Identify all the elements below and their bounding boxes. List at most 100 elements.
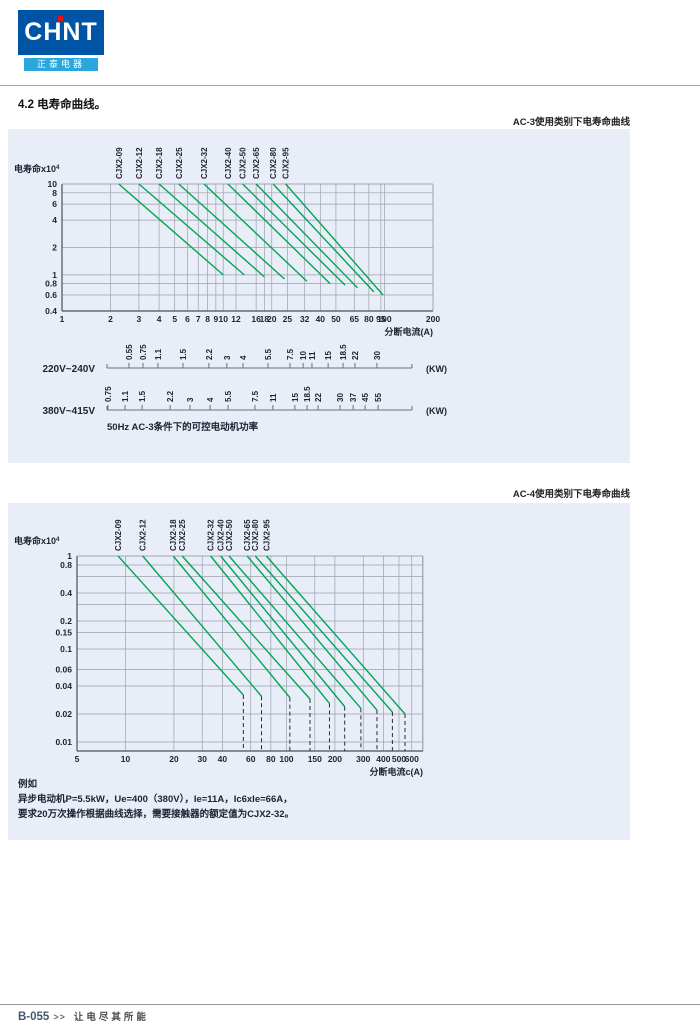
x-tick-label: 5 — [172, 314, 177, 324]
x-tick-label: 500 — [392, 754, 406, 764]
curve-label-CJX2-18: CJX2-18 — [155, 147, 164, 179]
power-scale-tick-label: 7.5 — [286, 348, 295, 360]
power-scale-tick-label: 1.1 — [154, 348, 163, 360]
curve-label-CJX2-80: CJX2-80 — [269, 147, 278, 179]
x-tick-label: 40 — [316, 314, 326, 324]
curve-CJX2-18 — [172, 555, 291, 699]
ac3-chart-title: AC-3使用类别下电寿命曲线 — [512, 117, 630, 128]
x-tick-label: 9 — [213, 314, 218, 324]
example-text-line-1: 异步电动机P=5.5kW，Ue=400（380V），Ie=11A，Ic6xIe=… — [18, 793, 293, 805]
power-scale-tick-label: 4 — [239, 355, 248, 360]
x-tick-label: 600 — [405, 754, 419, 764]
curve-label-CJX2-50: CJX2-50 — [239, 147, 248, 179]
y-tick-label: 2 — [52, 243, 57, 253]
y-tick-label: 0.8 — [45, 279, 57, 289]
curve-label-CJX2-32: CJX2-32 — [207, 519, 216, 551]
curve-CJX2-50 — [228, 555, 362, 709]
curve-CJX2-80 — [272, 183, 375, 293]
curve-CJX2-25 — [178, 183, 286, 280]
curve-CJX2-65 — [246, 555, 378, 711]
power-scale-voltage-label: 380V~415V — [42, 406, 95, 417]
curve-label-CJX2-40: CJX2-40 — [217, 519, 226, 551]
y-tick-label: 1 — [52, 270, 57, 280]
power-scale-tick-label: 0.75 — [104, 386, 113, 402]
x-tick-label: 95 — [376, 314, 386, 324]
y-tick-label: 4 — [52, 215, 57, 225]
power-scale-tick-label: 1.5 — [138, 390, 147, 402]
y-tick-label: 0.02 — [55, 709, 72, 719]
x-tick-label: 10 — [121, 754, 131, 764]
footer: B-055 >> 让电尽其所能 — [18, 1009, 149, 1023]
ac4-chart-panel: 5 10 20 30 40 60 80 100 150 200 300 400 500 600 1 0.8 0.… — [8, 503, 630, 840]
curve-CJX2-40 — [220, 555, 346, 708]
curve-label-CJX2-65: CJX2-65 — [243, 519, 252, 551]
curve-CJX2-95 — [265, 555, 406, 715]
curve-label-CJX2-95: CJX2-95 — [262, 519, 271, 551]
x-axis-title: 分断电流c(A) — [370, 766, 424, 777]
x-axis-title: 分断电流(A) — [385, 326, 434, 337]
x-tick-label: 400 — [376, 754, 390, 764]
curve-CJX2-12 — [142, 555, 263, 697]
power-scale-tick-label: 7.5 — [251, 390, 260, 402]
y-tick-label: 0.4 — [60, 588, 72, 598]
y-tick-label: 0.04 — [55, 681, 72, 691]
x-tick-label: 80 — [266, 754, 276, 764]
footer-divider — [0, 1004, 700, 1005]
y-axis-title: 电寿命x104 — [14, 535, 60, 546]
x-tick-label: 2 — [108, 314, 113, 324]
curve-label-CJX2-25: CJX2-25 — [175, 147, 184, 179]
x-tick-label: 40 — [218, 754, 228, 764]
x-tick-label: 200 — [426, 314, 440, 324]
curve-label-CJX2-12: CJX2-12 — [135, 147, 144, 179]
curve-label-CJX2-18: CJX2-18 — [169, 519, 178, 551]
x-tick-label: 5 — [75, 754, 80, 764]
power-scale-tick-label: 18.5 — [339, 344, 348, 360]
power-scale-tick-label: 11 — [269, 393, 278, 402]
x-tick-label: 300 — [356, 754, 370, 764]
curve-CJX2-09 — [117, 555, 244, 696]
x-tick-label: 6 — [185, 314, 190, 324]
curve-CJX2-80 — [254, 555, 393, 713]
power-scale-tick-label: 1.1 — [121, 390, 130, 402]
y-tick-label: 10 — [48, 179, 58, 189]
power-scale-tick-label: 3 — [186, 397, 195, 402]
ac4-chart-title: AC-4使用类别下电寿命曲线 — [512, 489, 630, 500]
chint-logo-subtitle: 正泰电器 — [24, 58, 98, 71]
curve-label-CJX2-25: CJX2-25 — [178, 519, 187, 551]
curve-label-CJX2-32: CJX2-32 — [200, 147, 209, 179]
curve-CJX2-25 — [181, 555, 311, 700]
chart-caption: 50Hz AC-3条件下的可控电动机功率 — [107, 421, 259, 433]
logo-red-dot-icon — [58, 16, 63, 21]
footer-slogan: 让电尽其所能 — [73, 1012, 149, 1023]
power-scale-unit: (KW) — [426, 364, 447, 374]
curve-label-CJX2-40: CJX2-40 — [224, 147, 233, 179]
x-tick-label: 16 — [251, 314, 261, 324]
y-tick-label: 0.2 — [60, 616, 72, 626]
y-tick-label: 8 — [52, 188, 57, 198]
power-scale-tick-label: 0.75 — [139, 344, 148, 360]
curve-CJX2-32 — [203, 183, 308, 282]
chint-logo-mark: CHNT — [18, 10, 104, 55]
curve-label-CJX2-50: CJX2-50 — [225, 519, 234, 551]
x-tick-label: 150 — [308, 754, 322, 764]
power-scale-tick-label: 11 — [308, 351, 317, 360]
curve-CJX2-50 — [242, 183, 346, 286]
curve-CJX2-12 — [138, 183, 245, 276]
y-tick-label: 0.4 — [45, 306, 57, 316]
power-scale-tick-label: 10 — [299, 351, 308, 360]
y-tick-label: 0.6 — [45, 290, 57, 300]
chint-logo: CHNT 正泰电器 — [18, 10, 104, 71]
x-tick-label: 20 — [267, 314, 277, 324]
x-tick-label: 3 — [137, 314, 142, 324]
curve-label-CJX2-80: CJX2-80 — [251, 519, 260, 551]
power-scale-tick-label: 30 — [373, 351, 382, 360]
x-tick-label: 18 — [260, 314, 270, 324]
footer-arrows-icon: >> — [53, 1012, 66, 1022]
x-tick-label: 100 — [279, 754, 293, 764]
chint-logo-text: CHNT — [24, 18, 98, 46]
x-tick-label: 50 — [331, 314, 341, 324]
ac3-chart-panel: 1 2 3 4 5 6 7 8 9 10 12 16 18 20 25 32 40 50 65 80 95 100 200 1… — [8, 129, 630, 463]
power-scale-tick-label: 5.5 — [264, 348, 273, 360]
